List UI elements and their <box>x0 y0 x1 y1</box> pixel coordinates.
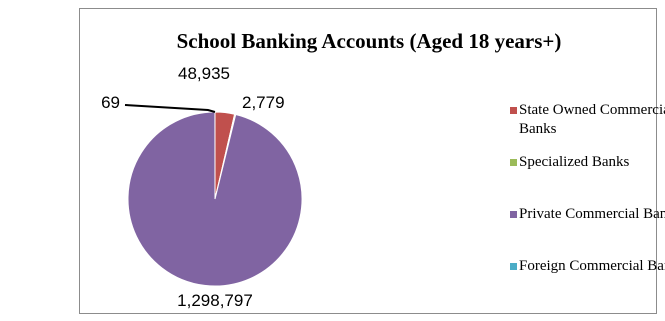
data-label-private: 1,298,797 <box>177 291 253 310</box>
chart-title: School Banking Accounts (Aged 18 years+) <box>176 29 562 53</box>
legend-swatch-specialized <box>510 159 517 166</box>
legend-label-specialized: Specialized Banks <box>519 154 630 170</box>
pie-plot: 48,935 2,779 1,298,797 69 <box>101 64 303 310</box>
legend-label-state-owned: State Owned Commercial Banks <box>519 102 665 137</box>
chart-area: School Banking Accounts (Aged 18 years+)… <box>79 8 665 314</box>
legend-item-foreign: Foreign Commercial Banks <box>510 257 665 276</box>
legend-swatch-state-owned <box>510 107 517 114</box>
legend-swatch-private <box>510 211 517 218</box>
legend-item-state-owned: State Owned Commercial Banks <box>510 101 665 139</box>
legend-label-foreign: Foreign Commercial Banks <box>519 258 665 274</box>
data-label-specialized: 2,779 <box>242 93 285 112</box>
leader-line-foreign <box>124 104 216 113</box>
data-label-state-owned: 48,935 <box>178 64 230 83</box>
legend-item-specialized: Specialized Banks <box>510 153 665 172</box>
legend-item-private: Private Commercial Banks <box>510 205 665 224</box>
data-label-foreign: 69 <box>101 93 120 112</box>
legend-swatch-foreign <box>510 263 517 270</box>
legend-label-private: Private Commercial Banks <box>519 206 665 222</box>
